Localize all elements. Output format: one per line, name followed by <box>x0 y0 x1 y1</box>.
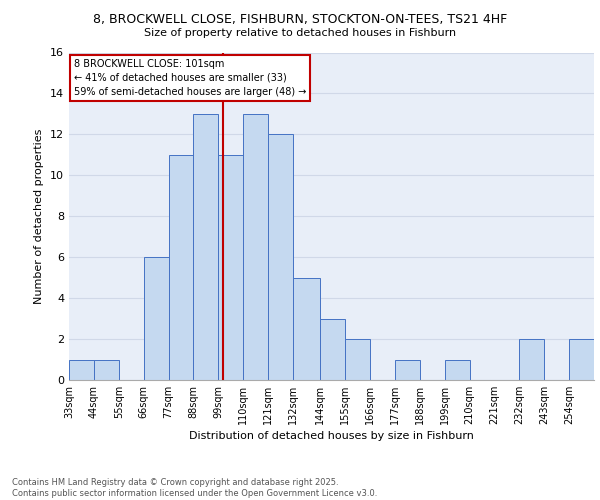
Bar <box>445 360 470 380</box>
Bar <box>293 278 320 380</box>
Bar <box>243 114 268 380</box>
X-axis label: Distribution of detached houses by size in Fishburn: Distribution of detached houses by size … <box>189 431 474 441</box>
Y-axis label: Number of detached properties: Number of detached properties <box>34 128 44 304</box>
Bar <box>143 257 169 380</box>
Bar <box>193 114 218 380</box>
Bar <box>169 155 193 380</box>
Bar <box>345 339 370 380</box>
Text: Size of property relative to detached houses in Fishburn: Size of property relative to detached ho… <box>144 28 456 38</box>
Bar <box>520 339 544 380</box>
Text: Contains HM Land Registry data © Crown copyright and database right 2025.
Contai: Contains HM Land Registry data © Crown c… <box>12 478 377 498</box>
Bar <box>569 339 594 380</box>
Bar <box>395 360 420 380</box>
Text: 8 BROCKWELL CLOSE: 101sqm
← 41% of detached houses are smaller (33)
59% of semi-: 8 BROCKWELL CLOSE: 101sqm ← 41% of detac… <box>74 58 306 96</box>
Bar <box>69 360 94 380</box>
Text: 8, BROCKWELL CLOSE, FISHBURN, STOCKTON-ON-TEES, TS21 4HF: 8, BROCKWELL CLOSE, FISHBURN, STOCKTON-O… <box>93 12 507 26</box>
Bar <box>218 155 243 380</box>
Bar <box>268 134 293 380</box>
Bar <box>94 360 119 380</box>
Bar <box>320 318 345 380</box>
